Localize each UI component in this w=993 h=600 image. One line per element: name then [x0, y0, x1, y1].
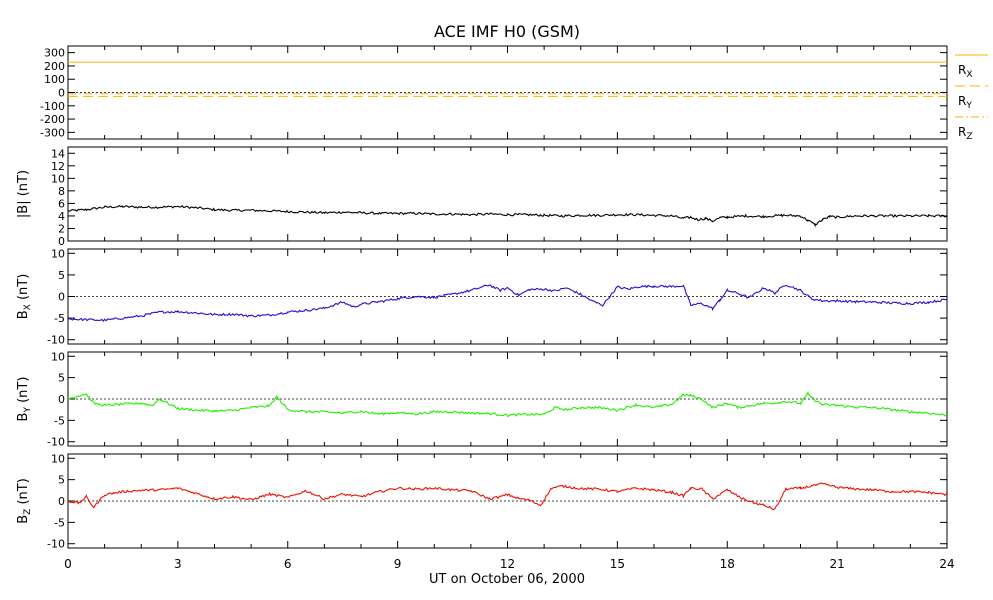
y-tick-label: 0 — [58, 235, 65, 248]
x-tick-label: 18 — [720, 557, 735, 571]
y-tick-label: -5 — [54, 312, 65, 325]
panel-2: 10 5 0 -5 -10 BX (nT) — [16, 247, 948, 347]
y-axis-label: BX (nT) — [16, 274, 33, 320]
y-tick-label: -300 — [40, 126, 65, 139]
y-tick-label: 2 — [58, 222, 65, 235]
y-tick-label: 12 — [51, 160, 65, 173]
panel-4: 10 5 0 -5 -10 BZ (nT) — [16, 452, 948, 551]
x-tick-label: 0 — [64, 557, 72, 571]
panel-frame — [67, 453, 948, 549]
y-tick-label: -10 — [47, 334, 65, 347]
legend-label-rx: RX — [958, 63, 973, 80]
y-tick-label: 300 — [44, 47, 65, 60]
y-axis-label: |B| (nT) — [16, 170, 31, 218]
data-series-2-0 — [68, 284, 948, 322]
y-tick-label: 5 — [58, 269, 65, 282]
y-tick-label: 0 — [58, 87, 65, 100]
x-tick-label: 21 — [829, 557, 844, 571]
y-tick-label: -5 — [54, 516, 65, 529]
panel-frame — [67, 351, 948, 447]
y-tick-label: -10 — [47, 538, 65, 551]
data-series-4-0 — [67, 482, 948, 511]
y-tick-label: 0 — [58, 291, 65, 304]
x-tick-label: 6 — [284, 557, 292, 571]
x-tick-label: 12 — [500, 557, 515, 571]
y-tick-label: 6 — [58, 197, 65, 210]
y-tick-label: 10 — [51, 172, 65, 185]
y-axis-label: BZ (nT) — [16, 478, 33, 524]
y-tick-label: -200 — [40, 113, 65, 126]
panel-frame — [67, 45, 948, 140]
y-tick-label: 10 — [51, 350, 65, 363]
y-tick-label: 5 — [58, 372, 65, 385]
y-tick-label: 200 — [44, 60, 65, 73]
y-tick-label: 100 — [44, 73, 65, 86]
y-axis-label: BY (nT) — [16, 377, 33, 422]
x-tick-label: 3 — [174, 557, 182, 571]
chart-title: ACE IMF H0 (GSM) — [434, 22, 580, 41]
y-tick-label: 8 — [58, 185, 65, 198]
y-tick-label: 10 — [51, 247, 65, 260]
y-tick-label: -100 — [40, 100, 65, 113]
y-tick-label: 10 — [51, 452, 65, 465]
legend-label-ry: RY — [958, 94, 972, 111]
y-tick-label: 14 — [51, 147, 65, 160]
data-series-3-0 — [67, 390, 948, 417]
x-tick-label: 24 — [939, 557, 954, 571]
panel-frame — [67, 248, 948, 345]
y-tick-label: 5 — [58, 474, 65, 487]
y-tick-label: -10 — [47, 436, 65, 449]
y-tick-label: 0 — [58, 393, 65, 406]
y-tick-label: -5 — [54, 414, 65, 427]
x-tick-label: 9 — [394, 557, 402, 571]
x-axis-label: UT on October 06, 2000 — [429, 572, 585, 587]
data-series-1-0 — [67, 204, 948, 228]
panel-frame — [67, 146, 948, 242]
y-tick-label: 0 — [58, 495, 65, 508]
y-tick-label: 4 — [58, 210, 65, 223]
x-tick-label: 15 — [610, 557, 625, 571]
legend-label-rz: RZ — [958, 125, 973, 142]
panel-3: 10 5 0 -5 -10 BY (nT) — [16, 350, 948, 449]
